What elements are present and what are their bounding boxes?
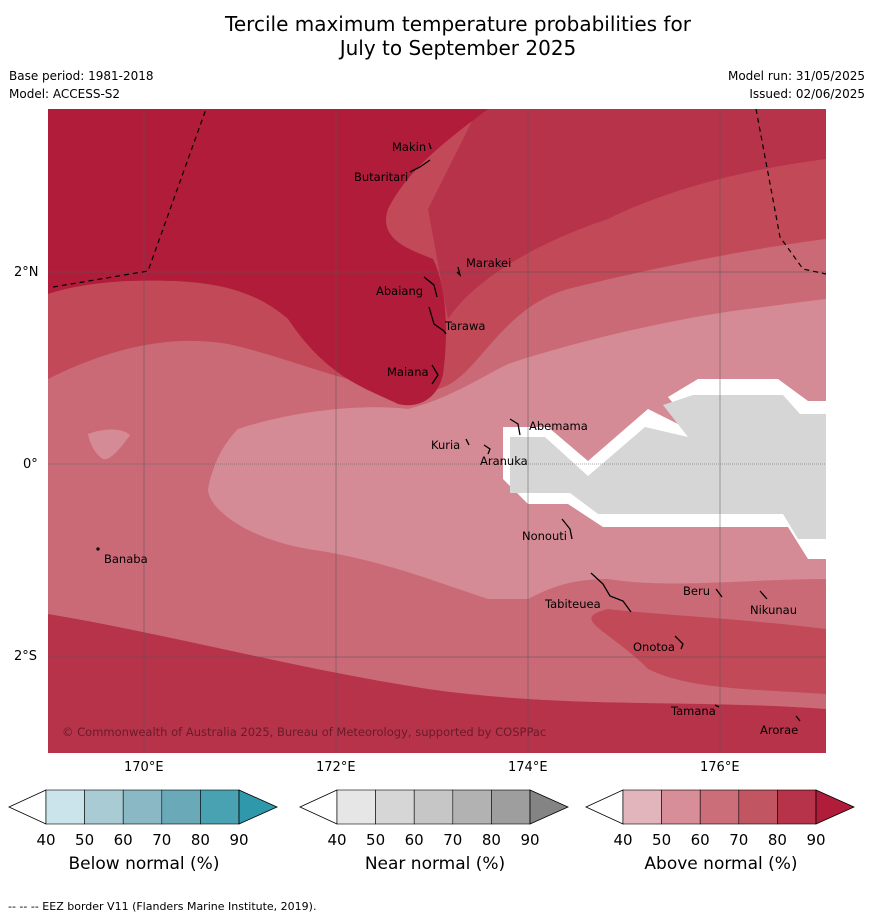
title-line-2: July to September 2025 bbox=[339, 36, 577, 60]
colorbar-tick: 70 bbox=[729, 831, 748, 849]
colorbar-tick: 60 bbox=[691, 831, 710, 849]
colorbar-segment bbox=[122, 789, 163, 825]
colorbar-segment bbox=[622, 789, 662, 825]
colorbar-tick: 40 bbox=[36, 831, 55, 849]
contour-80-90-south bbox=[48, 614, 826, 753]
colorbar-tick: 80 bbox=[482, 831, 501, 849]
island-label-marakei: Marakei bbox=[466, 256, 511, 270]
colorbar-above-normal: 40 50 60 70 80 90 bbox=[585, 785, 860, 855]
colorbar-segment bbox=[699, 789, 740, 825]
island-label-maiana: Maiana bbox=[387, 365, 429, 379]
colorbar-tick: 50 bbox=[652, 831, 671, 849]
colorbar-tick: 40 bbox=[327, 831, 346, 849]
colorbar-segment bbox=[45, 789, 85, 825]
colorbar-below-normal: 40 50 60 70 80 90 bbox=[8, 785, 283, 855]
colorbar-tick: 50 bbox=[366, 831, 385, 849]
colorbar-segment bbox=[661, 789, 701, 825]
colorbar-near-title: Near normal (%) bbox=[364, 854, 506, 874]
eez-border bbox=[52, 109, 826, 288]
contour-80-90-north bbox=[428, 109, 826, 319]
colorbar-segment bbox=[336, 789, 376, 825]
colorbar-extend-low bbox=[585, 789, 624, 825]
lon-label-170: 170°E bbox=[124, 760, 164, 775]
colorbar-tick: 60 bbox=[114, 831, 133, 849]
colorbar-tick: 60 bbox=[405, 831, 424, 849]
colorbar-tick: 70 bbox=[152, 831, 171, 849]
map-title: Tercile maximum temperature probabilitie… bbox=[0, 12, 873, 60]
issued-date: Issued: 02/06/2025 bbox=[749, 87, 865, 101]
lon-label-172: 172°E bbox=[316, 760, 356, 775]
island-label-banaba: Banaba bbox=[104, 552, 148, 566]
colorbar-extend-high bbox=[815, 789, 855, 825]
island-label-aranuka: Aranuka bbox=[480, 454, 528, 468]
copyright-notice: © Commonwealth of Australia 2025, Bureau… bbox=[62, 725, 546, 739]
colorbar-segment bbox=[452, 789, 492, 825]
island-label-butaritari: Butaritari bbox=[354, 170, 408, 184]
colorbar-segment bbox=[161, 789, 201, 825]
colorbar-near-normal-graphic: 40 50 60 70 80 90 bbox=[299, 789, 569, 849]
island-label-nikunau: Nikunau bbox=[750, 603, 797, 617]
colorbar-near-normal: 40 50 60 70 80 90 bbox=[299, 785, 574, 855]
eez-footnote: -- -- -- EEZ border V11 (Flanders Marine… bbox=[8, 900, 317, 913]
colorbar-tick: 90 bbox=[806, 831, 825, 849]
colorbar-tick: 80 bbox=[191, 831, 210, 849]
colorbar-below-normal-graphic: 40 50 60 70 80 90 bbox=[8, 789, 278, 849]
colorbar-above-normal-graphic: 40 50 60 70 80 90 bbox=[585, 789, 855, 849]
lon-label-176: 176°E bbox=[700, 760, 740, 775]
probability-map: Makin Butaritari Marakei Abaiang Tarawa Maian… bbox=[48, 109, 826, 753]
colorbar-extend-low bbox=[299, 789, 338, 825]
islands-outlines bbox=[96, 142, 801, 722]
colorbar-segment bbox=[200, 789, 240, 825]
lat-label-2s: 2°S bbox=[14, 649, 38, 664]
colorbar-above-title: Above normal (%) bbox=[644, 854, 798, 874]
island-label-beru: Beru bbox=[683, 584, 710, 598]
model-run: Model run: 31/05/2025 bbox=[727, 69, 865, 83]
lat-label-2n: 2°N bbox=[14, 265, 39, 280]
meta-left: Base period: 1981-2018 Model: ACCESS-S2 bbox=[9, 69, 154, 105]
base-period: Base period: 1981-2018 bbox=[9, 69, 154, 83]
island-label-abemama: Abemama bbox=[529, 419, 588, 433]
island-label-tarawa: Tarawa bbox=[444, 319, 485, 333]
island-labels: Makin Butaritari Marakei Abaiang Tarawa Maian… bbox=[104, 140, 798, 737]
title-line-1: Tercile maximum temperature probabilitie… bbox=[225, 12, 691, 36]
colorbar-below-title: Below normal (%) bbox=[68, 854, 220, 874]
colorbar-segment bbox=[413, 789, 454, 825]
colorbar-extend-low bbox=[8, 789, 47, 825]
island-label-makin: Makin bbox=[392, 140, 426, 154]
contour-near-normal bbox=[510, 395, 826, 539]
island-label-abaiang: Abaiang bbox=[376, 284, 423, 298]
colorbar-tick: 90 bbox=[229, 831, 248, 849]
colorbar-tick: 90 bbox=[520, 831, 539, 849]
island-label-nonouti: Nonouti bbox=[522, 529, 567, 543]
colorbar-segment bbox=[777, 789, 817, 825]
map-grid bbox=[48, 109, 826, 753]
lat-label-0: 0° bbox=[23, 457, 38, 472]
island-label-tabiteuea: Tabiteuea bbox=[544, 597, 601, 611]
meta-right: Model run: 31/05/2025 Issued: 02/06/2025 bbox=[728, 69, 865, 105]
island-label-onotoa: Onotoa bbox=[633, 640, 675, 654]
colorbar-segment bbox=[491, 789, 531, 825]
contour-50-60-patch bbox=[88, 429, 130, 460]
island-label-arorae: Arorae bbox=[760, 723, 798, 737]
colorbar-tick: 80 bbox=[768, 831, 787, 849]
colorbar-extend-high bbox=[529, 789, 569, 825]
colorbar-segment bbox=[84, 789, 124, 825]
colorbar-segment bbox=[375, 789, 415, 825]
colorbar-extend-high bbox=[238, 789, 278, 825]
colorbar-tick: 70 bbox=[443, 831, 462, 849]
colorbar-segment bbox=[738, 789, 778, 825]
island-label-tamana: Tamana bbox=[670, 704, 716, 718]
colorbar-tick: 40 bbox=[613, 831, 632, 849]
model-name: Model: ACCESS-S2 bbox=[9, 87, 121, 101]
island-label-kuria: Kuria bbox=[431, 438, 460, 452]
lon-label-174: 174°E bbox=[508, 760, 548, 775]
contour-90-above bbox=[48, 109, 488, 406]
colorbar-tick: 50 bbox=[75, 831, 94, 849]
